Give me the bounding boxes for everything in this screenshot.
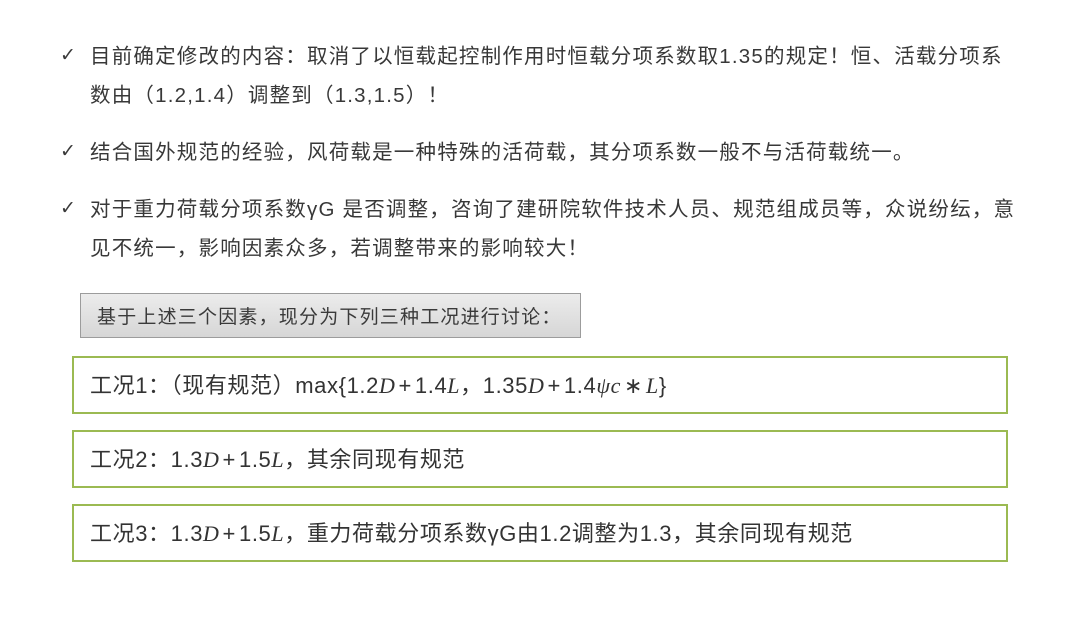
case-prefix: 工况1：（现有规范）	[90, 373, 295, 398]
bullet-list: 目前确定修改的内容：取消了以恒载起控制作用时恒载分项系数取1.35的规定！恒、活…	[58, 38, 1022, 269]
bullet-text: 结合国外规范的经验，风荷载是一种特殊的活荷载，其分项系数一般不与活荷载统一。	[90, 141, 915, 164]
bullet-item: 对于重力荷载分项系数γG 是否调整，咨询了建研院软件技术人员、规范组成员等，众说…	[58, 191, 1022, 269]
bullet-text: 对于重力荷载分项系数γG 是否调整，咨询了建研院软件技术人员、规范组成员等，众说…	[90, 198, 1015, 260]
bullet-item: 结合国外规范的经验，风荷载是一种特殊的活荷载，其分项系数一般不与活荷载统一。	[58, 134, 1022, 173]
case-formula: 1.3D+1.5L	[171, 447, 285, 472]
case-formula: 1.3D+1.5L	[171, 521, 285, 546]
case-box-2: 工况2：1.3D+1.5L，其余同现有规范	[72, 430, 1008, 488]
case-formula: max{1.2D+1.4L，1.35D+1.4ψc∗L}	[295, 373, 667, 398]
bullet-item: 目前确定修改的内容：取消了以恒载起控制作用时恒载分项系数取1.35的规定！恒、活…	[58, 38, 1022, 116]
case-suffix: ，重力荷载分项系数γG由1.2调整为1.3，其余同现有规范	[284, 521, 853, 546]
case-prefix: 工况3：	[90, 521, 171, 546]
case-prefix: 工况2：	[90, 447, 171, 472]
bullet-text: 目前确定修改的内容：取消了以恒载起控制作用时恒载分项系数取1.35的规定！恒、活…	[90, 45, 1003, 107]
case-box-1: 工况1：（现有规范）max{1.2D+1.4L，1.35D+1.4ψc∗L}	[72, 356, 1008, 414]
slide: 目前确定修改的内容：取消了以恒载起控制作用时恒载分项系数取1.35的规定！恒、活…	[0, 0, 1080, 627]
case-box-3: 工况3：1.3D+1.5L，重力荷载分项系数γG由1.2调整为1.3，其余同现有…	[72, 504, 1008, 562]
case-suffix: ，其余同现有规范	[284, 447, 465, 472]
section-header-text: 基于上述三个因素，现分为下列三种工况进行讨论：	[97, 307, 562, 328]
section-header: 基于上述三个因素，现分为下列三种工况进行讨论：	[80, 293, 581, 338]
